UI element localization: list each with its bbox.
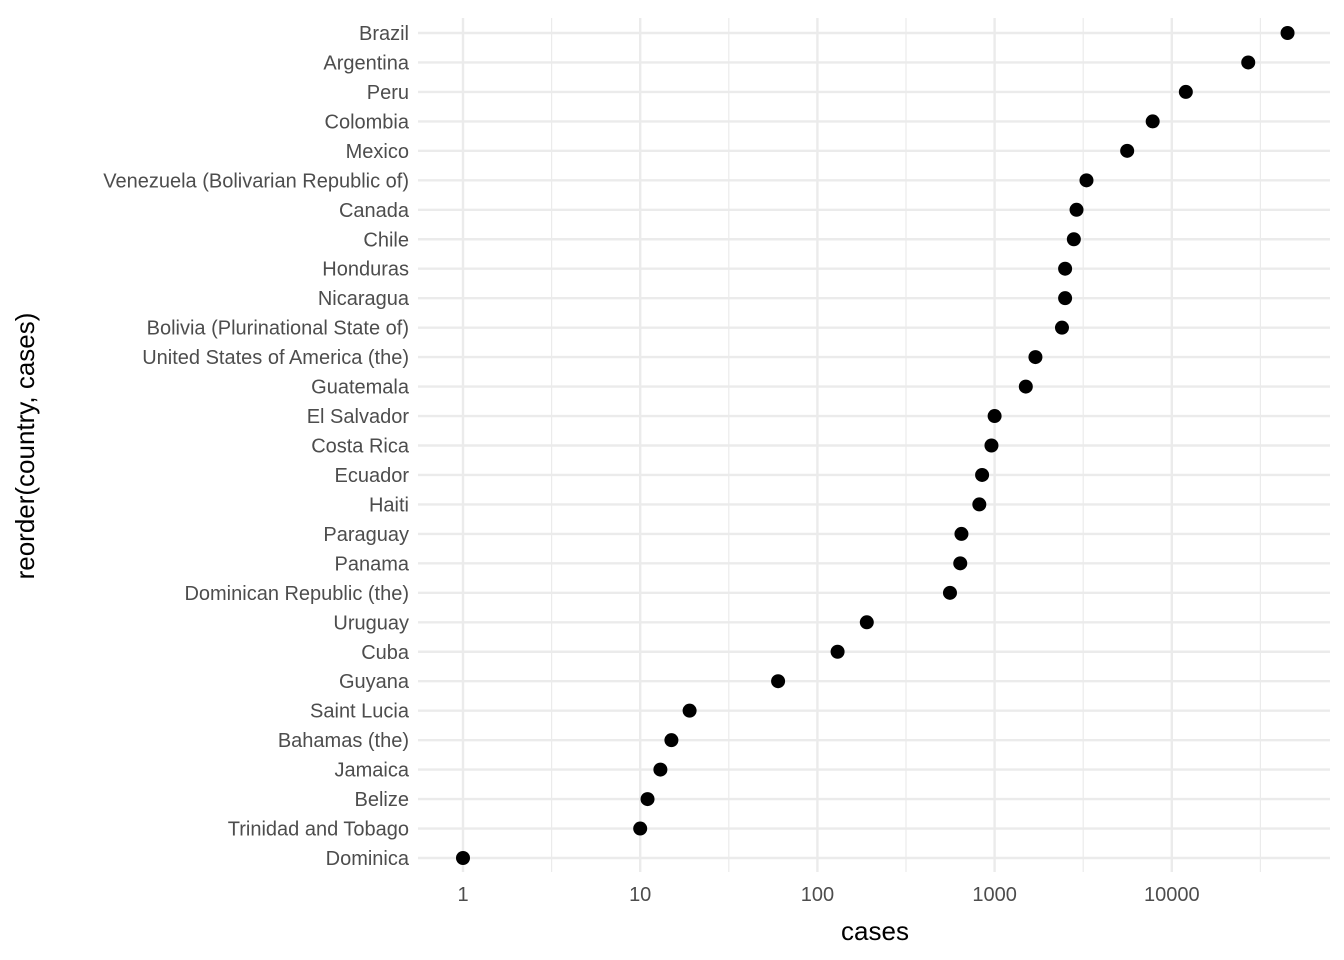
data-point <box>1120 143 1135 158</box>
y-tick-label: Panama <box>335 553 410 575</box>
data-point <box>653 762 668 777</box>
y-tick-label: Guatemala <box>311 377 410 399</box>
data-point <box>1018 379 1033 394</box>
x-tick-label: 100 <box>801 884 834 906</box>
major-gridlines <box>418 18 1330 872</box>
data-point <box>972 497 987 512</box>
data-point <box>1178 84 1193 99</box>
y-tick-label: El Salvador <box>307 406 410 428</box>
y-tick-label: Ecuador <box>335 465 410 487</box>
data-point <box>954 526 969 541</box>
data-point <box>942 585 957 600</box>
y-tick-label: Jamaica <box>335 760 410 782</box>
data-point <box>1145 114 1160 129</box>
y-tick-label: Bolivia (Plurinational State of) <box>147 318 409 340</box>
y-tick-label: Canada <box>339 200 410 222</box>
data-point <box>1028 350 1043 365</box>
y-tick-label: Honduras <box>322 259 409 281</box>
x-tick-label: 1 <box>457 884 468 906</box>
y-axis-title: reorder(country, cases) <box>10 313 40 580</box>
y-tick-label: Argentina <box>323 52 409 74</box>
data-point <box>1066 232 1081 247</box>
data-point <box>1058 261 1073 276</box>
y-tick-label: United States of America (the) <box>142 347 409 369</box>
x-axis-title: cases <box>841 916 909 946</box>
y-tick-label: Dominica <box>326 848 410 870</box>
y-axis-tick-labels: Brazil Argentina Peru Colombia Mexico Venezue… <box>103 23 410 870</box>
data-point <box>1280 26 1295 40</box>
x-axis-tick-labels: 1 10 100 1000 10000 <box>457 884 1199 906</box>
y-tick-label: Trinidad and Tobago <box>228 819 409 841</box>
y-tick-label: Chile <box>363 229 409 251</box>
y-tick-label: Mexico <box>346 141 409 163</box>
data-point <box>953 556 968 571</box>
data-point <box>633 821 648 836</box>
y-tick-label: Venezuela (Bolivarian Republic of) <box>103 170 409 192</box>
y-tick-label: Uruguay <box>333 612 409 634</box>
data-point <box>1069 202 1084 217</box>
data-points <box>456 26 1295 865</box>
data-point <box>771 674 786 689</box>
data-point <box>987 409 1002 424</box>
y-tick-label: Guyana <box>339 671 410 693</box>
y-tick-label: Cuba <box>361 642 410 664</box>
y-tick-label: Saint Lucia <box>310 701 410 723</box>
y-tick-label: Nicaragua <box>318 288 410 310</box>
data-point <box>1079 173 1094 188</box>
x-tick-label: 10 <box>629 884 651 906</box>
data-point <box>682 703 697 718</box>
data-point <box>640 792 655 807</box>
y-tick-label: Dominican Republic (the) <box>184 583 409 605</box>
y-tick-label: Costa Rica <box>311 436 410 458</box>
data-point <box>1241 55 1256 70</box>
data-point <box>830 644 845 659</box>
data-point <box>1058 291 1073 306</box>
y-tick-label: Paraguay <box>323 524 409 546</box>
data-point <box>975 467 990 482</box>
y-tick-label: Bahamas (the) <box>278 730 409 752</box>
data-point <box>984 438 999 453</box>
data-point <box>664 733 679 748</box>
x-tick-label: 10000 <box>1144 884 1200 906</box>
data-point <box>1054 320 1069 335</box>
y-tick-label: Belize <box>355 789 409 811</box>
data-point <box>456 851 470 865</box>
y-tick-label: Haiti <box>369 494 409 516</box>
x-tick-label: 1000 <box>972 884 1017 906</box>
y-tick-label: Peru <box>367 82 409 104</box>
y-tick-label: Brazil <box>359 23 409 45</box>
data-point <box>859 615 874 630</box>
y-tick-label: Colombia <box>325 111 410 133</box>
